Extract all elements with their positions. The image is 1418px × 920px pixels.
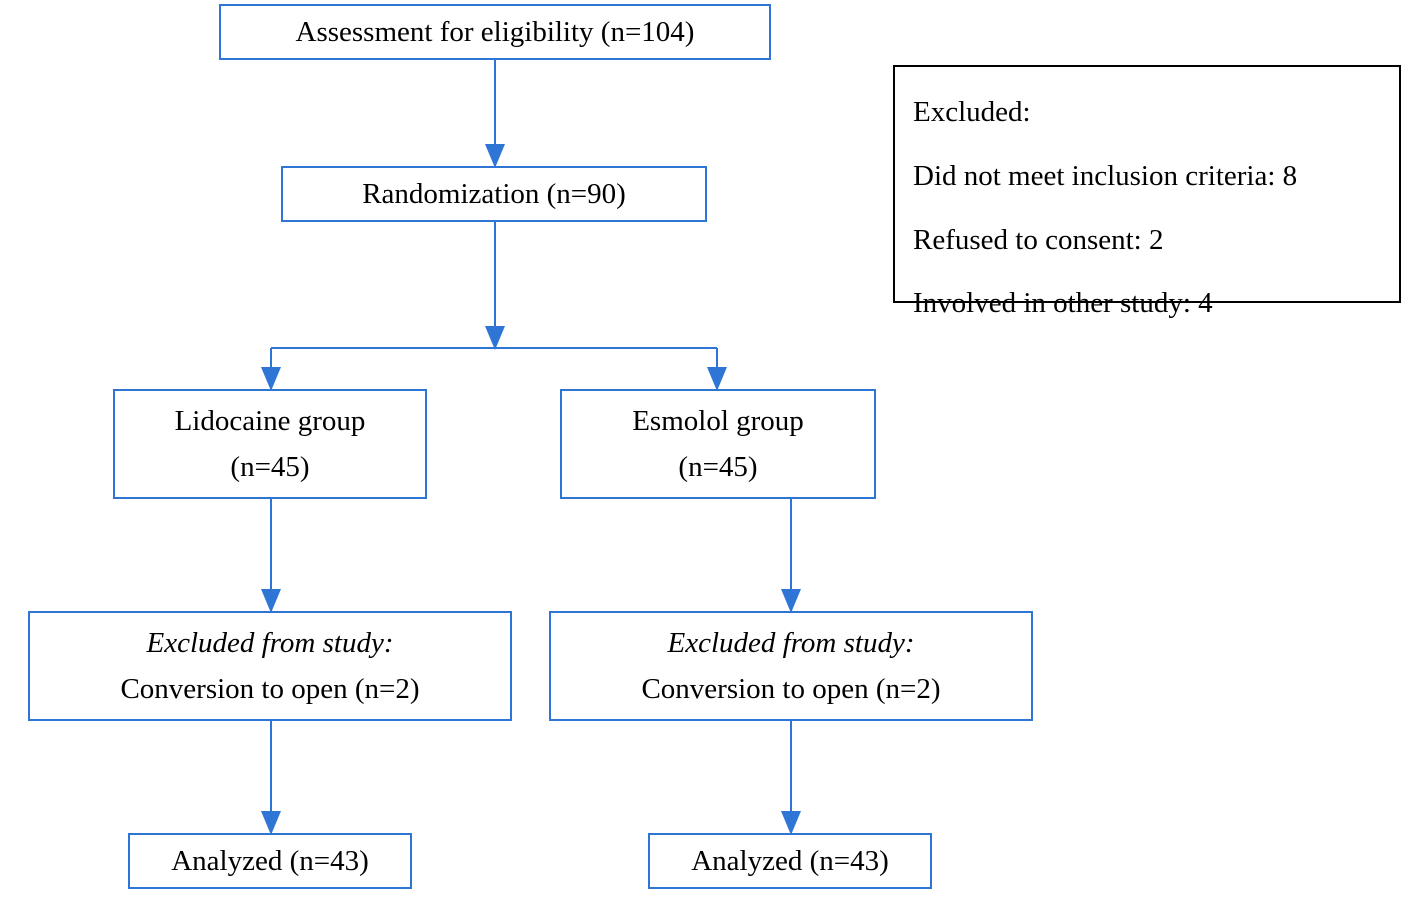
node-excluded-esmolol: Excluded from study: Conversion to open … (549, 611, 1033, 721)
node-label-line1: Excluded from study: (668, 620, 915, 666)
excluded-line: Involved in other study: 4 (913, 272, 1381, 336)
node-analyzed-lidocaine: Analyzed (n=43) (128, 833, 412, 889)
excluded-line: Did not meet inclusion criteria: 8 (913, 145, 1381, 209)
node-lidocaine-group: Lidocaine group (n=45) (113, 389, 427, 499)
node-assessment: Assessment for eligibility (n=104) (219, 4, 771, 60)
excluded-title: Excluded: (913, 81, 1381, 145)
node-label-line1: Lidocaine group (175, 398, 366, 444)
node-label: Randomization (n=90) (362, 171, 626, 217)
node-label: Analyzed (n=43) (171, 838, 369, 884)
node-excluded-lidocaine: Excluded from study: Conversion to open … (28, 611, 512, 721)
node-label-line1: Esmolol group (632, 398, 804, 444)
node-esmolol-group: Esmolol group (n=45) (560, 389, 876, 499)
node-analyzed-esmolol: Analyzed (n=43) (648, 833, 932, 889)
node-label: Assessment for eligibility (n=104) (296, 9, 695, 55)
node-label-line2: Conversion to open (n=2) (641, 666, 940, 712)
node-randomization: Randomization (n=90) (281, 166, 707, 222)
node-label-line2: (n=45) (230, 444, 309, 490)
node-label-line2: Conversion to open (n=2) (120, 666, 419, 712)
node-label-line2: (n=45) (678, 444, 757, 490)
excluded-reasons-box: Excluded: Did not meet inclusion criteri… (893, 65, 1401, 303)
node-label: Analyzed (n=43) (691, 838, 889, 884)
excluded-line: Refused to consent: 2 (913, 209, 1381, 273)
node-label-line1: Excluded from study: (147, 620, 394, 666)
